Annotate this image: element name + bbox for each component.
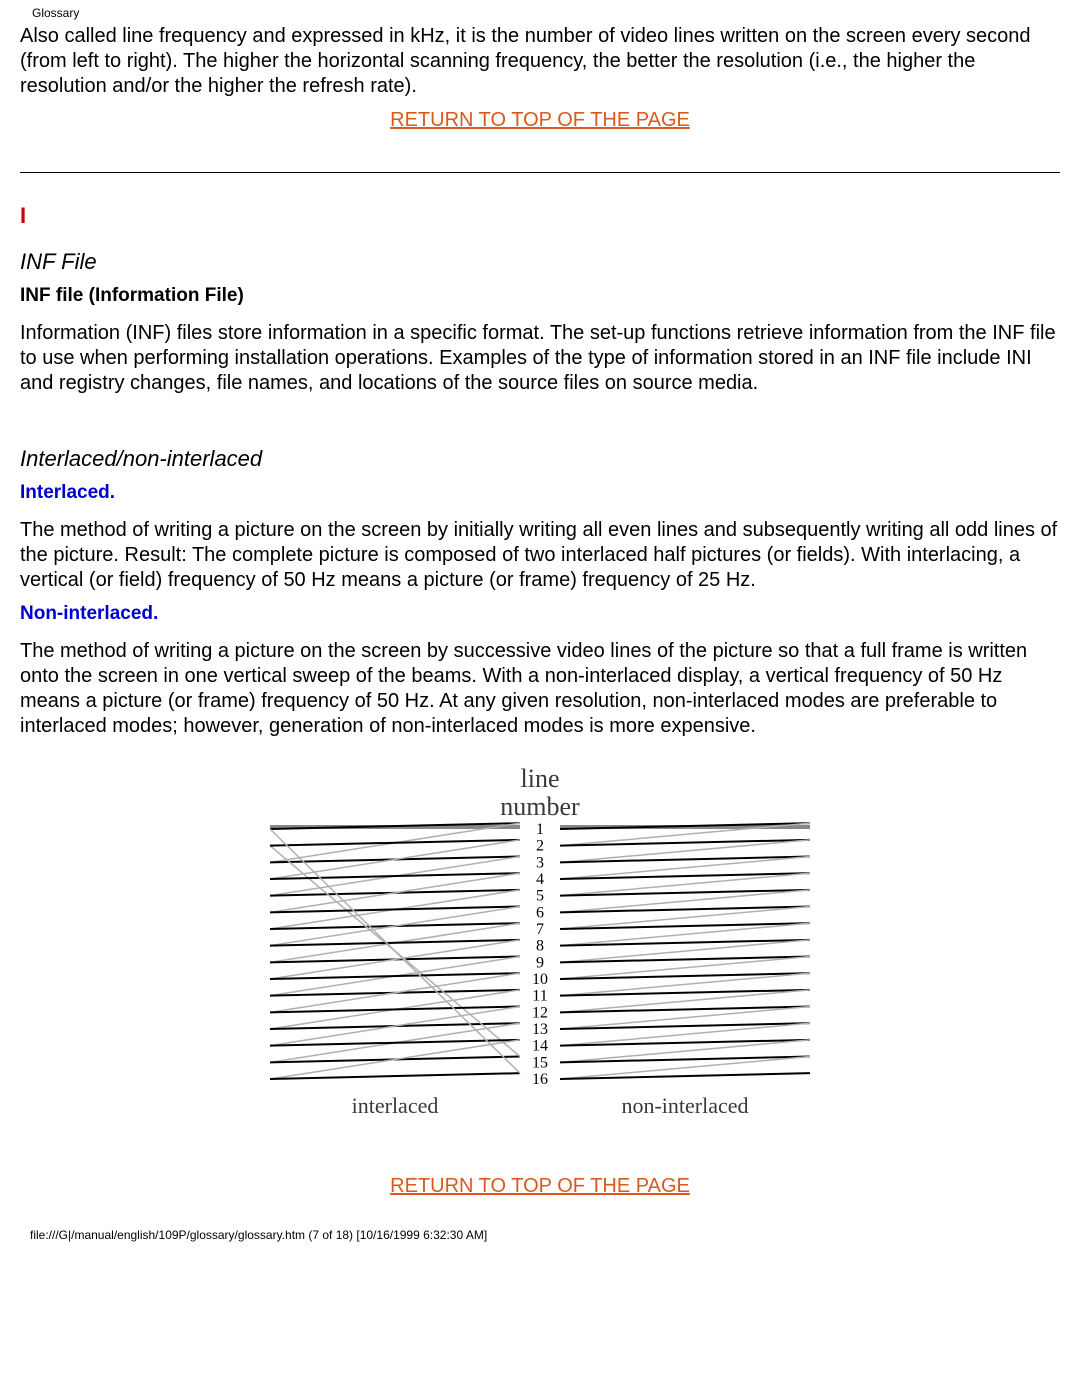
svg-text:line: line: [521, 764, 560, 793]
non-interlaced-sub: Non-interlaced.: [20, 603, 1060, 625]
interlaced-paragraph: The method of writing a picture on the s…: [20, 518, 1060, 593]
interlaced-sub: Interlaced.: [20, 482, 1060, 504]
svg-text:16: 16: [532, 1071, 548, 1088]
return-to-top-link-1[interactable]: RETURN TO TOP OF THE PAGE: [20, 109, 1060, 132]
inf-file-heading: INF File: [20, 249, 1060, 275]
svg-text:10: 10: [532, 971, 548, 988]
svg-text:9: 9: [536, 954, 544, 971]
interlaced-diagram: linenumber12345678910111213141516interla…: [20, 759, 1060, 1165]
section-letter-i: I: [20, 203, 1060, 229]
footer-path: file:///G|/manual/english/109P/glossary/…: [30, 1228, 1060, 1242]
svg-text:interlaced: interlaced: [352, 1093, 439, 1118]
inf-file-subheading: INF file (Information File): [20, 285, 1060, 307]
svg-text:number: number: [500, 792, 580, 821]
svg-text:6: 6: [536, 904, 544, 921]
inf-file-paragraph: Information (INF) files store informatio…: [20, 321, 1060, 396]
svg-text:5: 5: [536, 888, 544, 905]
intro-paragraph: Also called line frequency and expressed…: [20, 24, 1060, 99]
svg-text:13: 13: [532, 1021, 548, 1038]
interlaced-heading: Interlaced/non-interlaced: [20, 446, 1060, 472]
non-interlaced-paragraph: The method of writing a picture on the s…: [20, 639, 1060, 739]
svg-text:12: 12: [532, 1004, 548, 1021]
svg-text:4: 4: [536, 871, 544, 888]
svg-text:non-interlaced: non-interlaced: [621, 1093, 748, 1118]
horizontal-rule: [20, 172, 1060, 173]
svg-text:7: 7: [536, 921, 544, 938]
svg-text:3: 3: [536, 854, 544, 871]
svg-text:2: 2: [536, 838, 544, 855]
svg-text:14: 14: [532, 1038, 548, 1055]
svg-text:8: 8: [536, 938, 544, 955]
return-to-top-link-2[interactable]: RETURN TO TOP OF THE PAGE: [20, 1175, 1060, 1198]
scan-diagram-svg: linenumber12345678910111213141516interla…: [240, 759, 840, 1159]
page-header-small: Glossary: [32, 6, 1060, 20]
svg-text:1: 1: [536, 821, 544, 838]
svg-text:11: 11: [532, 988, 547, 1005]
svg-text:15: 15: [532, 1054, 548, 1071]
